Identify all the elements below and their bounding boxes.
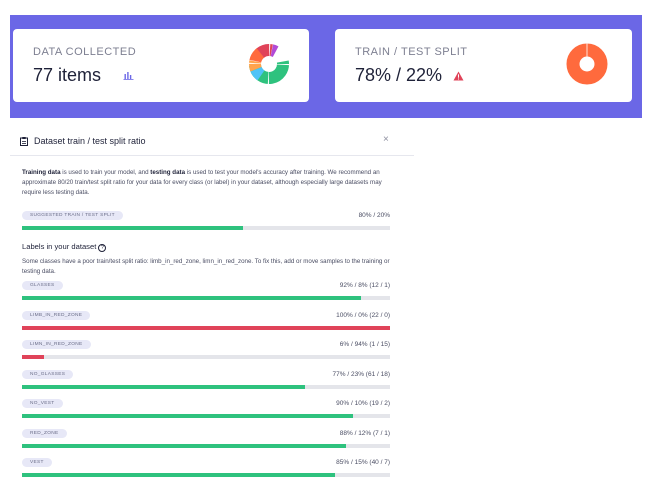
summary-header: DATA COLLECTED 77 items TRAIN / TEST SPL… [10, 15, 642, 118]
label-progress-fill [22, 384, 306, 389]
label-progress-track [22, 414, 390, 418]
label-pill-no-glasses: NO_GLASSES [22, 369, 74, 379]
clipboard-icon [20, 137, 28, 146]
label-progress-fill [22, 443, 346, 448]
labels-heading: Labels in your dataset? [22, 242, 107, 252]
label-progress-fill [22, 325, 390, 330]
label-pill-vest: VEST [22, 458, 52, 467]
label-ratio: 92% / 8% (12 / 1) [339, 282, 390, 289]
suggested-split-track [22, 226, 390, 230]
train-test-split-value: 78% / 22% [355, 65, 443, 85]
bar-chart-icon[interactable] [123, 71, 134, 80]
desc-text-2: is used to test your model's accuracy af… [22, 169, 382, 196]
label-pill-no-vest: NO_VEST [22, 399, 63, 408]
help-icon[interactable]: ? [98, 244, 107, 252]
label-progress-fill [22, 355, 45, 359]
label-progress-track [22, 355, 390, 359]
panel-header: Dataset train / test split ratio [20, 136, 146, 146]
panel-description: Training data is used to train your mode… [22, 168, 402, 198]
close-icon[interactable]: × [383, 134, 389, 145]
label-pill-glasses: GLASSES [22, 281, 63, 290]
label-ratio: 100% / 0% (22 / 0) [336, 311, 390, 319]
suggested-split-fill [22, 226, 243, 230]
label-progress-fill [22, 296, 361, 300]
label-ratio: 90% / 10% (19 / 2) [336, 400, 390, 407]
label-progress-track [22, 384, 390, 389]
data-collected-card: DATA COLLECTED 77 items [13, 29, 309, 102]
data-collected-label: DATA COLLECTED [33, 46, 137, 58]
label-progress-fill [22, 414, 354, 418]
data-collected-pie [249, 44, 289, 84]
training-data-term: Training data [22, 169, 61, 176]
train-test-split-card: TRAIN / TEST SPLIT 78% / 22% [335, 29, 632, 102]
train-test-split-pie [566, 43, 608, 85]
train-test-split-label: TRAIN / TEST SPLIT [355, 46, 468, 58]
label-pill-limn-in-red-zone: LIMN_IN_RED_ZONE [22, 340, 91, 349]
label-ratio: 88% / 12% (7 / 1) [339, 429, 390, 437]
label-ratio: 85% / 15% (40 / 7) [336, 459, 390, 466]
label-progress-track [22, 473, 390, 477]
label-progress-track [22, 296, 390, 300]
desc-text-1: is used to train your model, and [60, 169, 151, 176]
label-progress-fill [22, 473, 335, 477]
split-ratio-panel: Dataset train / test split ratio × Train… [10, 118, 414, 494]
label-ratio: 6% / 94% (1 / 15) [339, 341, 390, 348]
label-pill-limb-in-red-zone: LIMB_IN_RED_ZONE [22, 310, 91, 320]
label-pill-red-zone: RED_ZONE [22, 428, 67, 438]
label-progress-track [22, 325, 390, 330]
label-ratio: 77% / 23% (61 / 18) [332, 370, 390, 378]
divider [10, 155, 414, 156]
suggested-split-ratio: 80% / 20% [358, 212, 390, 219]
panel-title: Dataset train / test split ratio [34, 136, 146, 146]
testing-data-term: testing data [150, 169, 186, 176]
split-warning: Some classes have a poor train/test spli… [22, 258, 390, 275]
labels-heading-text: Labels in your dataset [22, 242, 97, 251]
label-progress-track [22, 443, 390, 448]
suggested-split-pill: SUGGESTED TRAIN / TEST SPLIT [22, 211, 123, 220]
data-collected-value: 77 items [33, 65, 102, 85]
warning-icon[interactable] [453, 71, 464, 81]
